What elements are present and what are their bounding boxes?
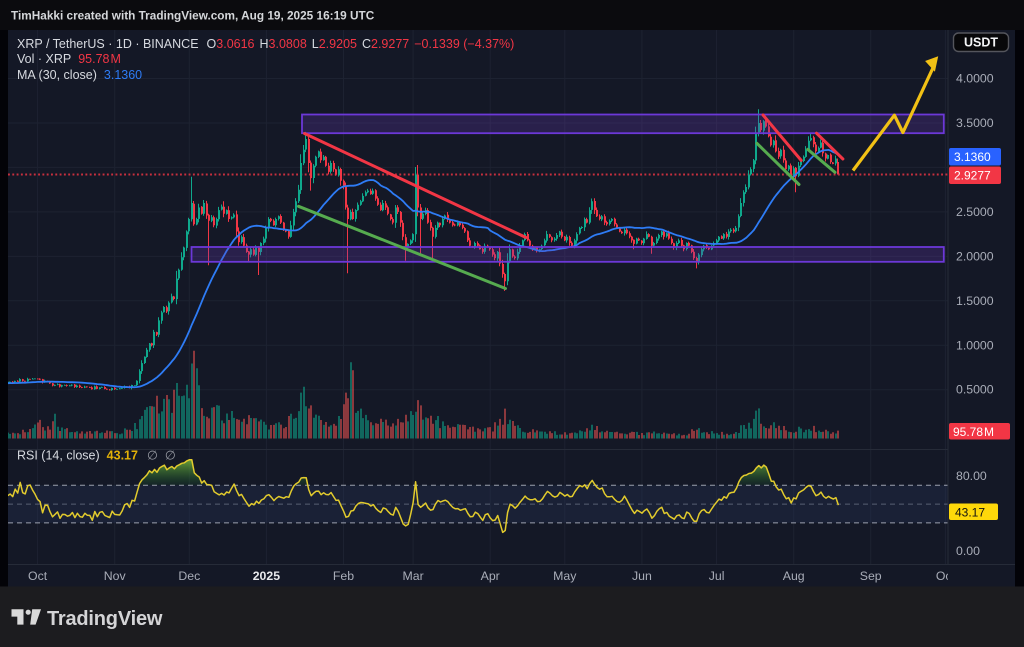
svg-text:Apr: Apr: [481, 569, 500, 583]
svg-text:95.78 M: 95.78 M: [953, 425, 994, 439]
svg-text:Jul: Jul: [709, 569, 725, 583]
svg-text:3.1360: 3.1360: [954, 150, 991, 164]
svg-text:1.5000: 1.5000: [956, 294, 994, 308]
svg-text:TradingView: TradingView: [47, 608, 163, 630]
svg-text:80.00: 80.00: [956, 469, 987, 483]
svg-text:Jun: Jun: [632, 569, 652, 583]
svg-text:0.00: 0.00: [956, 544, 980, 558]
svg-text:4.0000: 4.0000: [956, 72, 994, 86]
svg-text:Sep: Sep: [860, 569, 882, 583]
svg-text:MA (30, close)3.1360: MA (30, close) 3.1360: [17, 68, 142, 82]
svg-text:0.5000: 0.5000: [956, 383, 994, 397]
svg-text:43.17: 43.17: [955, 505, 985, 519]
svg-text:Feb: Feb: [333, 569, 354, 583]
svg-text:USDT: USDT: [964, 36, 998, 50]
svg-text:2.9277: 2.9277: [954, 168, 991, 182]
svg-text:TimHakki created with TradingV: TimHakki created with TradingView.com, A…: [11, 9, 375, 23]
svg-text:1.0000: 1.0000: [956, 338, 994, 352]
svg-text:2025: 2025: [253, 569, 281, 583]
svg-text:RSI (14, close)43.17∅∅: RSI (14, close) 43.17 ∅ ∅: [17, 449, 176, 463]
svg-text:3.5000: 3.5000: [956, 116, 994, 130]
svg-text:Oct: Oct: [936, 569, 956, 583]
svg-text:2.0000: 2.0000: [956, 249, 994, 263]
svg-text:Dec: Dec: [178, 569, 200, 583]
svg-text:Mar: Mar: [403, 569, 424, 583]
svg-text:Oct: Oct: [28, 569, 48, 583]
svg-text:2.5000: 2.5000: [956, 205, 994, 219]
svg-text:Nov: Nov: [104, 569, 127, 583]
svg-text:May: May: [553, 569, 577, 583]
svg-text:Aug: Aug: [783, 569, 805, 583]
